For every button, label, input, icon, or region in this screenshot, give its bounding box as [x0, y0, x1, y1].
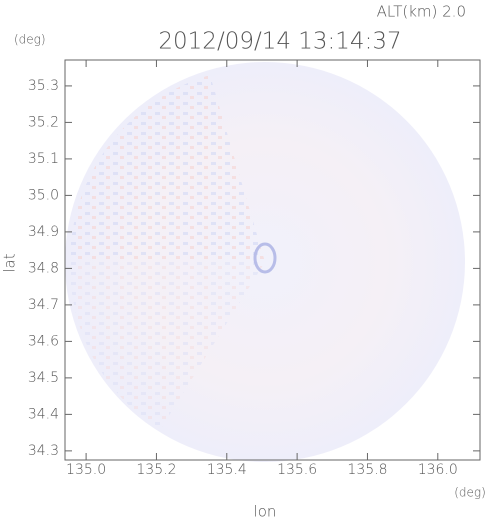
y-tick-label: 35.2 — [28, 114, 59, 130]
y-tick-label: 34.6 — [28, 333, 59, 349]
y-tick-label: 34.3 — [28, 443, 59, 459]
plot-frame — [64, 59, 481, 461]
y-tick-label: 35.0 — [28, 187, 59, 203]
x-tick-label: 136.0 — [418, 462, 458, 478]
y-unit: (deg) — [14, 33, 46, 47]
y-tick-label: 35.1 — [28, 151, 59, 167]
y-tick-label: 34.7 — [28, 297, 59, 313]
x-unit: (deg) — [454, 486, 486, 500]
y-tick-label: 34.5 — [28, 370, 59, 386]
x-tick-label: 135.4 — [207, 462, 247, 478]
y-axis-label: lat — [1, 253, 19, 272]
x-tick-label: 135.6 — [277, 462, 317, 478]
x-tick-label: 135.2 — [136, 462, 176, 478]
y-tick-label: 34.9 — [28, 224, 59, 240]
radar-disk — [65, 62, 465, 462]
altitude-label: ALT(km) 2.0 — [377, 3, 466, 21]
x-axis-label: lon — [254, 503, 277, 521]
chart-title: 2012/09/14 13:14:37 — [158, 29, 401, 55]
y-tick-label: 35.3 — [28, 78, 59, 94]
x-tick-label: 135.8 — [347, 462, 387, 478]
y-tick-label: 34.8 — [28, 260, 59, 276]
disk-texture — [70, 75, 265, 262]
y-tick-label: 34.4 — [28, 406, 59, 422]
center-ring — [253, 242, 277, 274]
x-tick-label: 135.0 — [66, 462, 106, 478]
disk-texture — [69, 262, 265, 430]
